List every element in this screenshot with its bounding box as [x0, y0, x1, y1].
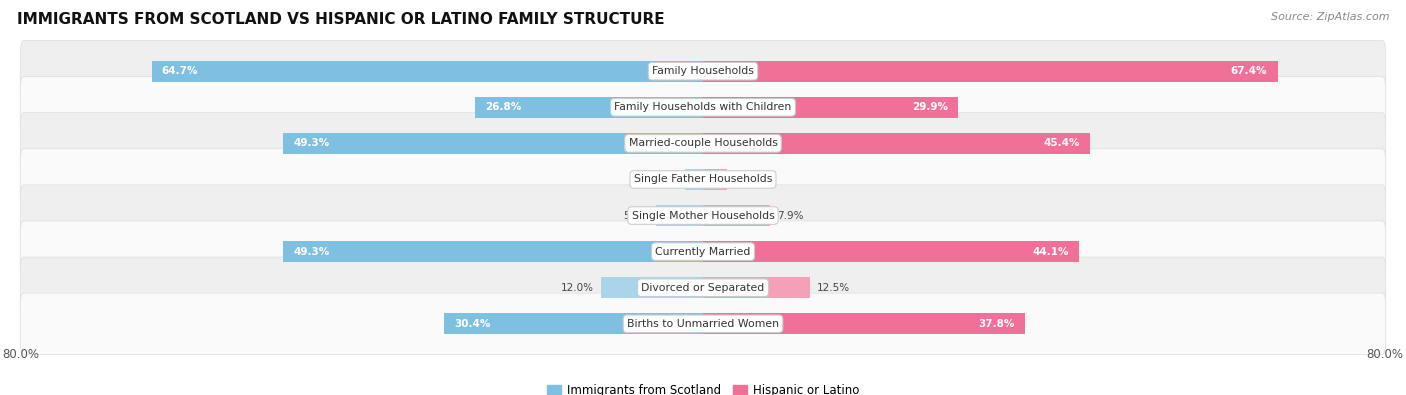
Bar: [152, 61, 703, 82]
Legend: Immigrants from Scotland, Hispanic or Latino: Immigrants from Scotland, Hispanic or La…: [543, 380, 863, 395]
Bar: [703, 277, 810, 298]
Text: Births to Unmarried Women: Births to Unmarried Women: [627, 319, 779, 329]
Bar: [703, 61, 1278, 82]
Text: 37.8%: 37.8%: [979, 319, 1015, 329]
Bar: [703, 97, 957, 118]
Text: 49.3%: 49.3%: [292, 138, 329, 149]
Bar: [600, 277, 703, 298]
Text: 2.1%: 2.1%: [652, 175, 678, 184]
Bar: [283, 133, 703, 154]
Text: 7.9%: 7.9%: [778, 211, 804, 220]
Text: 29.9%: 29.9%: [911, 102, 948, 112]
Text: Currently Married: Currently Married: [655, 246, 751, 257]
FancyBboxPatch shape: [20, 257, 1386, 318]
Text: Source: ZipAtlas.com: Source: ZipAtlas.com: [1271, 12, 1389, 22]
FancyBboxPatch shape: [20, 41, 1386, 102]
Text: 12.5%: 12.5%: [817, 283, 849, 293]
Bar: [475, 97, 703, 118]
Text: Family Households: Family Households: [652, 66, 754, 76]
Text: 5.5%: 5.5%: [623, 211, 650, 220]
Text: IMMIGRANTS FROM SCOTLAND VS HISPANIC OR LATINO FAMILY STRUCTURE: IMMIGRANTS FROM SCOTLAND VS HISPANIC OR …: [17, 12, 665, 27]
Bar: [703, 133, 1090, 154]
Text: 45.4%: 45.4%: [1043, 138, 1080, 149]
Text: Divorced or Separated: Divorced or Separated: [641, 283, 765, 293]
Text: 2.8%: 2.8%: [734, 175, 761, 184]
Text: 30.4%: 30.4%: [454, 319, 491, 329]
Bar: [703, 169, 727, 190]
Text: Single Father Households: Single Father Households: [634, 175, 772, 184]
FancyBboxPatch shape: [20, 221, 1386, 282]
Text: 44.1%: 44.1%: [1032, 246, 1069, 257]
FancyBboxPatch shape: [20, 149, 1386, 210]
FancyBboxPatch shape: [20, 113, 1386, 174]
Bar: [703, 205, 770, 226]
Bar: [685, 169, 703, 190]
Text: Family Households with Children: Family Households with Children: [614, 102, 792, 112]
Text: Single Mother Households: Single Mother Households: [631, 211, 775, 220]
Bar: [444, 313, 703, 334]
Bar: [657, 205, 703, 226]
Text: 26.8%: 26.8%: [485, 102, 522, 112]
FancyBboxPatch shape: [20, 77, 1386, 138]
Text: 49.3%: 49.3%: [292, 246, 329, 257]
Bar: [703, 241, 1078, 262]
FancyBboxPatch shape: [20, 293, 1386, 354]
FancyBboxPatch shape: [20, 185, 1386, 246]
Bar: [703, 313, 1025, 334]
Text: 67.4%: 67.4%: [1230, 66, 1267, 76]
Text: 64.7%: 64.7%: [162, 66, 198, 76]
Bar: [283, 241, 703, 262]
Text: 12.0%: 12.0%: [561, 283, 593, 293]
Text: Married-couple Households: Married-couple Households: [628, 138, 778, 149]
